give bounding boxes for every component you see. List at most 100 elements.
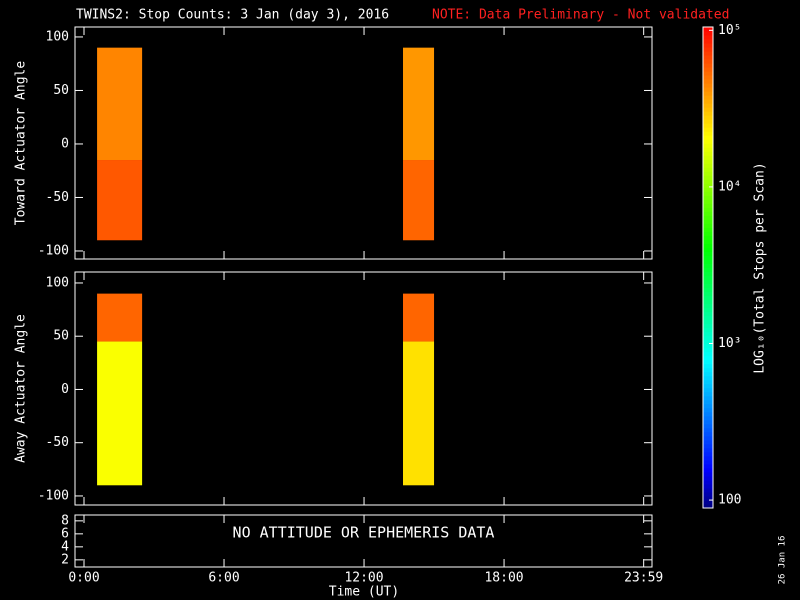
colorbar-swatch	[703, 147, 713, 152]
colorbar-swatch	[703, 303, 713, 309]
colorbar-swatch	[703, 279, 713, 285]
colorbar-swatch	[703, 83, 713, 88]
colorbar-swatch	[703, 127, 713, 132]
colorbar-swatch	[703, 239, 713, 244]
colorbar-swatch	[703, 399, 713, 405]
colorbar-swatch	[703, 383, 713, 389]
colorbar-tick-label: 10³	[718, 336, 741, 351]
heatmap-cell	[97, 160, 143, 241]
colorbar-swatch	[703, 491, 713, 497]
panel-frame	[74, 271, 653, 506]
colorbar-swatch	[703, 283, 713, 289]
x-axis-label: Time (UT)	[329, 585, 399, 600]
colorbar-swatch	[703, 195, 713, 200]
colorbar-tick-label: 10⁵	[718, 23, 741, 38]
colorbar-swatch	[703, 427, 713, 433]
colorbar-swatch	[703, 179, 713, 184]
note: NOTE: Data Preliminary - Not validated	[432, 8, 729, 23]
colorbar-frame	[702, 26, 714, 509]
colorbar-swatch	[703, 31, 713, 36]
heatmap-cell	[97, 341, 143, 486]
colorbar-swatch	[703, 151, 713, 156]
y-tick-label: -100	[38, 488, 69, 503]
colorbar-swatch	[703, 55, 713, 60]
colorbar-swatch	[703, 335, 713, 341]
colorbar-swatch	[703, 155, 713, 160]
colorbar-swatch	[703, 199, 713, 204]
y-axis-label: Toward Actuator Angle	[14, 61, 29, 226]
colorbar-swatch	[703, 423, 713, 429]
colorbar-swatch	[703, 47, 713, 52]
colorbar-swatch	[703, 183, 713, 188]
y-tick-label: 6	[61, 526, 69, 541]
heatmap-cell	[403, 160, 435, 241]
colorbar-swatch	[703, 131, 713, 136]
colorbar-swatch	[703, 483, 713, 489]
chart-title: TWINS2: Stop Counts: 3 Jan (day 3), 2016	[76, 8, 389, 23]
colorbar-swatch	[703, 379, 713, 385]
x-tick-label: 12:00	[344, 571, 383, 586]
colorbar-swatch	[703, 71, 713, 76]
x-tick-label: 23:59	[624, 571, 663, 586]
colorbar-swatch	[703, 43, 713, 48]
colorbar-swatch	[703, 347, 713, 353]
colorbar-swatch	[703, 159, 713, 164]
colorbar-swatch	[703, 111, 713, 116]
colorbar-label: LOG₁₀(Total Stops per Scan)	[753, 162, 768, 373]
colorbar-swatch	[703, 467, 713, 473]
colorbar-swatch	[703, 403, 713, 409]
colorbar-swatch	[703, 35, 713, 40]
colorbar-swatch	[703, 255, 713, 260]
colorbar-swatch	[703, 115, 713, 120]
colorbar-swatch	[703, 391, 713, 397]
colorbar-swatch	[703, 295, 713, 301]
colorbar-swatch	[703, 287, 713, 293]
colorbar-swatch	[703, 95, 713, 100]
colorbar-swatch	[703, 307, 713, 313]
colorbar-swatch	[703, 103, 713, 108]
colorbar-swatch	[703, 79, 713, 84]
colorbar-swatch	[703, 415, 713, 421]
colorbar-swatch	[703, 315, 713, 321]
y-tick-label: 50	[53, 83, 69, 98]
y-tick-label: 8	[61, 513, 69, 528]
colorbar-swatch	[703, 435, 713, 441]
panel-frame	[74, 26, 653, 260]
colorbar-swatch	[703, 243, 713, 248]
colorbar-swatch	[703, 67, 713, 72]
colorbar-swatch	[703, 247, 713, 252]
colorbar-swatch	[703, 331, 713, 337]
colorbar-swatch	[703, 271, 713, 277]
x-tick-label: 0:00	[68, 571, 99, 586]
y-tick-label: 4	[61, 539, 69, 554]
colorbar-swatch	[703, 459, 713, 465]
colorbar-swatch	[703, 355, 713, 361]
date-stamp: 26 Jan 16	[778, 536, 788, 585]
colorbar-swatch	[703, 451, 713, 457]
colorbar-swatch	[703, 263, 713, 268]
colorbar-swatch	[703, 339, 713, 345]
colorbar-swatch	[703, 171, 713, 176]
colorbar-swatch	[703, 99, 713, 104]
colorbar-swatch	[703, 371, 713, 377]
colorbar-swatch	[703, 107, 713, 112]
colorbar-swatch	[703, 359, 713, 365]
colorbar-swatch	[703, 503, 713, 509]
heatmap-cell	[403, 341, 435, 486]
x-tick-label: 18:00	[484, 571, 523, 586]
colorbar-swatch	[703, 323, 713, 329]
heatmap-cell	[97, 47, 143, 161]
colorbar-swatch	[703, 63, 713, 68]
colorbar-swatch	[703, 39, 713, 44]
y-tick-label: 0	[61, 136, 69, 151]
colorbar-swatch	[703, 259, 713, 264]
colorbar-swatch	[703, 163, 713, 168]
y-tick-label: 100	[46, 275, 69, 290]
y-tick-label: -100	[38, 243, 69, 258]
colorbar-swatch	[703, 291, 713, 297]
colorbar-swatch	[703, 275, 713, 281]
colorbar-swatch	[703, 351, 713, 357]
colorbar-swatch	[703, 479, 713, 485]
colorbar-swatch	[703, 327, 713, 333]
colorbar-swatch	[703, 495, 713, 501]
